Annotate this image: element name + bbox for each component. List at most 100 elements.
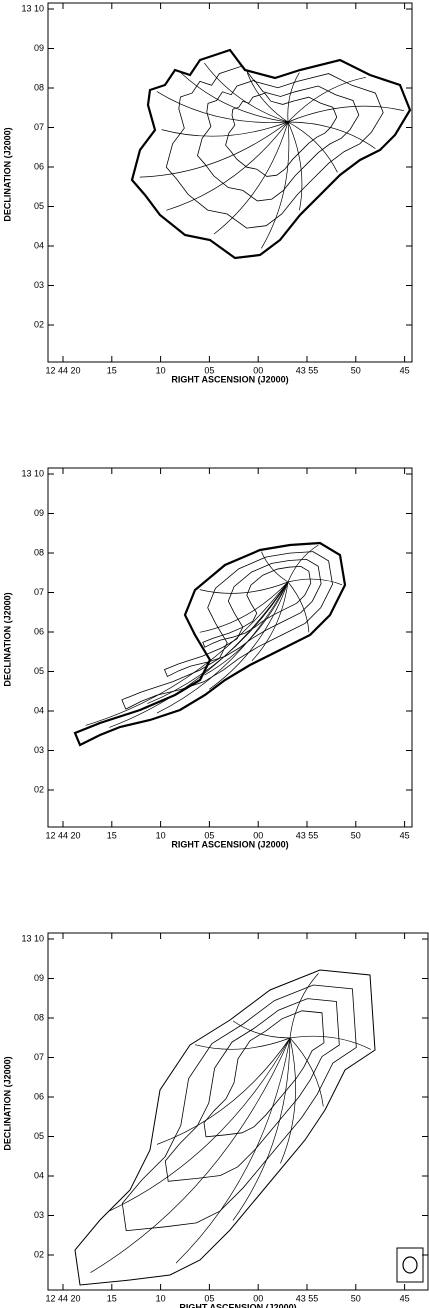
- x-tick-label: 12 44 20: [45, 1293, 80, 1303]
- y-tick-label: 05: [34, 666, 44, 676]
- beam: [402, 1256, 418, 1274]
- x-axis-label: RIGHT ASCENSION (J2000): [171, 374, 288, 384]
- y-tick-label: 02: [34, 784, 44, 794]
- contour: [90, 1037, 291, 1273]
- contour: [175, 1037, 291, 1264]
- contour: [289, 973, 319, 1039]
- contour: [161, 121, 289, 137]
- contour: [109, 581, 289, 728]
- panel: 13 10 09 08 07 06 05 04 03 02 12 44 20 15 10 05 00 43 …: [2, 467, 413, 849]
- x-tick-label: 50: [351, 1293, 361, 1303]
- y-tick-label: 07: [34, 122, 44, 132]
- panel: 13 10 09 08 07 06 05 04 03 02 12 44 20 15 10 05 00 43 …: [2, 932, 429, 1308]
- y-tick-label: 02: [34, 319, 44, 329]
- contour: [166, 121, 289, 211]
- contour: [85, 581, 289, 726]
- contour: [287, 121, 338, 173]
- y-tick-label: 04: [34, 240, 44, 250]
- x-tick-label: 15: [107, 830, 117, 840]
- contour: [208, 581, 289, 690]
- contour: [194, 1037, 291, 1050]
- contour: [202, 565, 312, 648]
- contour: [287, 121, 303, 211]
- y-tick-label: 04: [34, 705, 44, 715]
- x-tick-label: 43 55: [296, 1293, 319, 1303]
- plot-frame: [47, 2, 413, 363]
- x-tick-label: 15: [107, 365, 117, 375]
- contour: [156, 581, 289, 714]
- contour: [280, 1037, 296, 1164]
- contour: [287, 121, 376, 149]
- y-axis-label: DECLINATION (J2000): [2, 592, 12, 686]
- contour: [251, 581, 289, 662]
- contour: [287, 581, 310, 633]
- x-tick-label: 05: [204, 830, 214, 840]
- contour-outer: [74, 969, 376, 1286]
- contour: [287, 76, 366, 123]
- contour: [165, 65, 384, 229]
- x-tick-label: 10: [156, 365, 166, 375]
- contour: [225, 92, 338, 177]
- x-axis-label: RIGHT ASCENSION (J2000): [171, 839, 288, 849]
- contour: [121, 551, 333, 710]
- contour: [232, 1037, 291, 1221]
- y-axis-label: DECLINATION (J2000): [2, 127, 12, 221]
- contour: [204, 581, 289, 676]
- contour: [163, 558, 322, 678]
- x-tick-label: 50: [351, 830, 361, 840]
- y-tick-label: 03: [34, 745, 44, 755]
- x-tick-label: 10: [156, 1293, 166, 1303]
- contour: [287, 105, 404, 123]
- y-tick-label: 03: [34, 280, 44, 290]
- contour: [213, 121, 289, 235]
- contour: [197, 79, 360, 202]
- y-tick-label: 08: [34, 547, 44, 557]
- y-tick-label: 04: [34, 1170, 44, 1180]
- y-tick-label: 08: [34, 1012, 44, 1022]
- contour-outer: [130, 48, 412, 260]
- y-tick-label: 06: [34, 161, 44, 171]
- y-tick-label: 09: [34, 973, 44, 983]
- x-tick-label: 45: [400, 830, 410, 840]
- contour: [121, 984, 357, 1232]
- contour: [147, 581, 289, 704]
- contour: [287, 578, 343, 586]
- x-tick-label: 12 44 20: [45, 365, 80, 375]
- contour: [289, 1035, 371, 1050]
- y-tick-label: 05: [34, 201, 44, 211]
- x-tick-label: 05: [204, 1293, 214, 1303]
- y-tick-label: 13 10: [21, 933, 44, 943]
- contour: [156, 1037, 291, 1145]
- x-tick-label: 05: [204, 365, 214, 375]
- contour: [203, 1010, 325, 1138]
- y-tick-label: 06: [34, 626, 44, 636]
- y-tick-label: 07: [34, 1052, 44, 1062]
- contour: [287, 72, 300, 123]
- contour: [180, 72, 289, 123]
- plot-frame: [47, 467, 413, 828]
- x-axis-label: RIGHT ASCENSION (J2000): [179, 1302, 296, 1308]
- plot-frame: [47, 932, 429, 1291]
- y-tick-label: 02: [34, 1249, 44, 1259]
- x-tick-label: 45: [400, 1293, 410, 1303]
- panel: 13 10 09 08 07 06 05 04 03 02 12 44 20 15 10 05 00 43 …: [2, 2, 413, 384]
- contour: [204, 62, 289, 123]
- y-axis-label: DECLINATION (J2000): [2, 1056, 12, 1150]
- contour: [232, 1020, 291, 1039]
- x-tick-label: 00: [253, 1293, 263, 1303]
- y-tick-label: 13 10: [21, 468, 44, 478]
- contour: [287, 544, 319, 583]
- y-tick-label: 13 10: [21, 3, 44, 13]
- contour: [199, 581, 289, 633]
- y-tick-label: 06: [34, 1091, 44, 1101]
- x-tick-label: 15: [107, 1293, 117, 1303]
- contour: [261, 121, 290, 249]
- contour: [164, 998, 340, 1182]
- contour: [156, 91, 289, 123]
- x-tick-label: 00: [253, 365, 263, 375]
- x-tick-label: 43 55: [296, 830, 319, 840]
- y-tick-label: 09: [34, 43, 44, 53]
- x-tick-label: 12 44 20: [45, 830, 80, 840]
